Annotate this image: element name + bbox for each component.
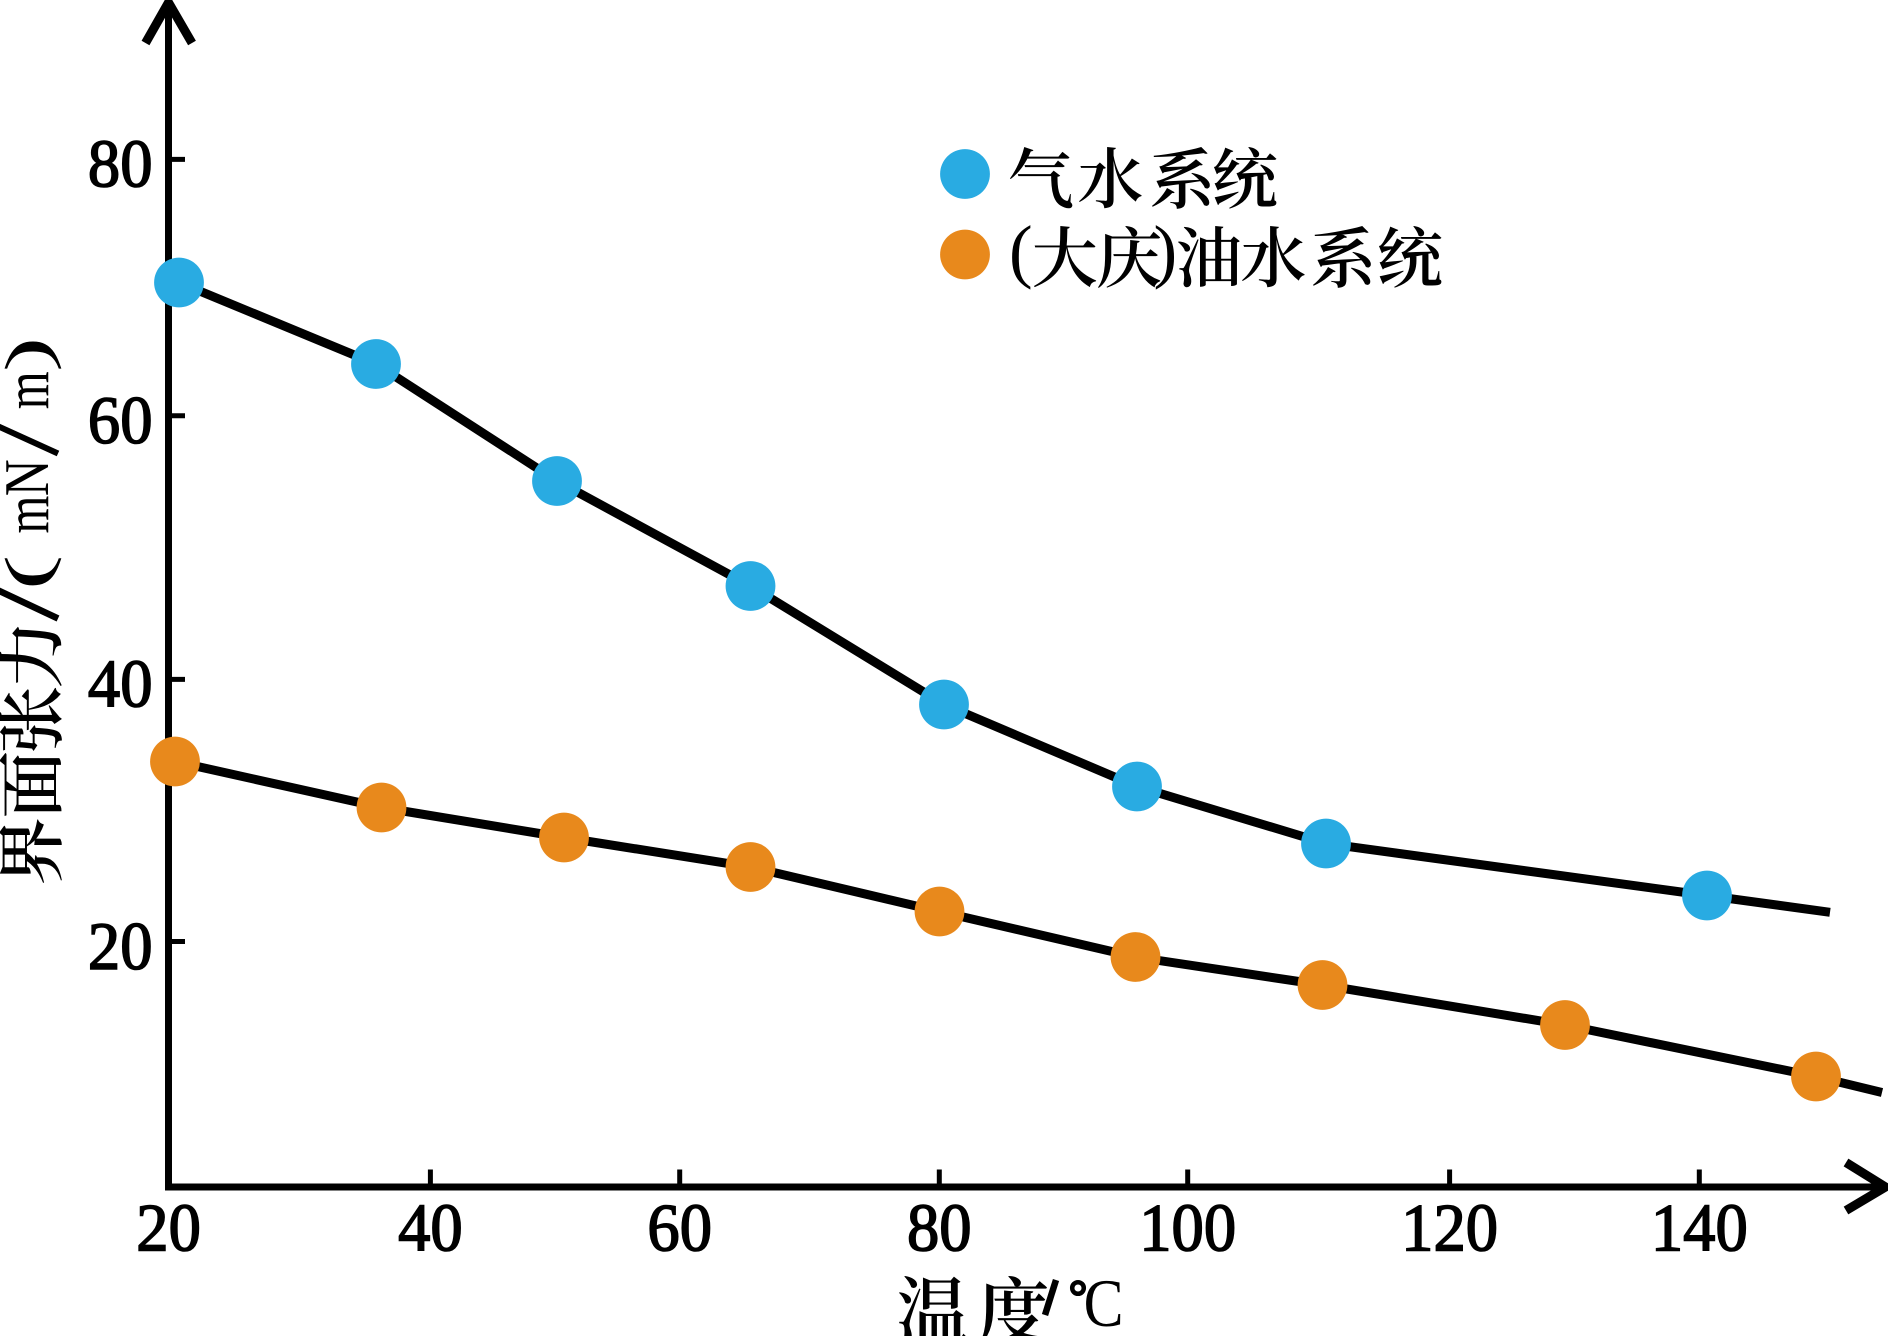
svg-text:C: C <box>1084 1265 1124 1336</box>
svg-text:120: 120 <box>1401 1191 1498 1266</box>
svg-text:): ) <box>1154 213 1178 291</box>
svg-text:40: 40 <box>88 647 153 722</box>
svg-text:20: 20 <box>88 909 153 984</box>
svg-text:100: 100 <box>1139 1191 1236 1266</box>
svg-text:60: 60 <box>647 1191 712 1266</box>
svg-text:m: m <box>0 371 63 409</box>
svg-text:(: ( <box>1009 213 1033 291</box>
svg-text:140: 140 <box>1651 1191 1748 1266</box>
svg-text:80: 80 <box>907 1191 972 1266</box>
svg-text:(: ( <box>0 555 62 590</box>
svg-text:60: 60 <box>88 384 153 459</box>
svg-text:80: 80 <box>88 127 153 202</box>
svg-text:40: 40 <box>398 1191 463 1266</box>
svg-text:N: N <box>0 459 62 496</box>
svg-text:20: 20 <box>136 1191 201 1266</box>
svg-text:m: m <box>0 496 63 534</box>
svg-text:): ) <box>0 337 62 372</box>
